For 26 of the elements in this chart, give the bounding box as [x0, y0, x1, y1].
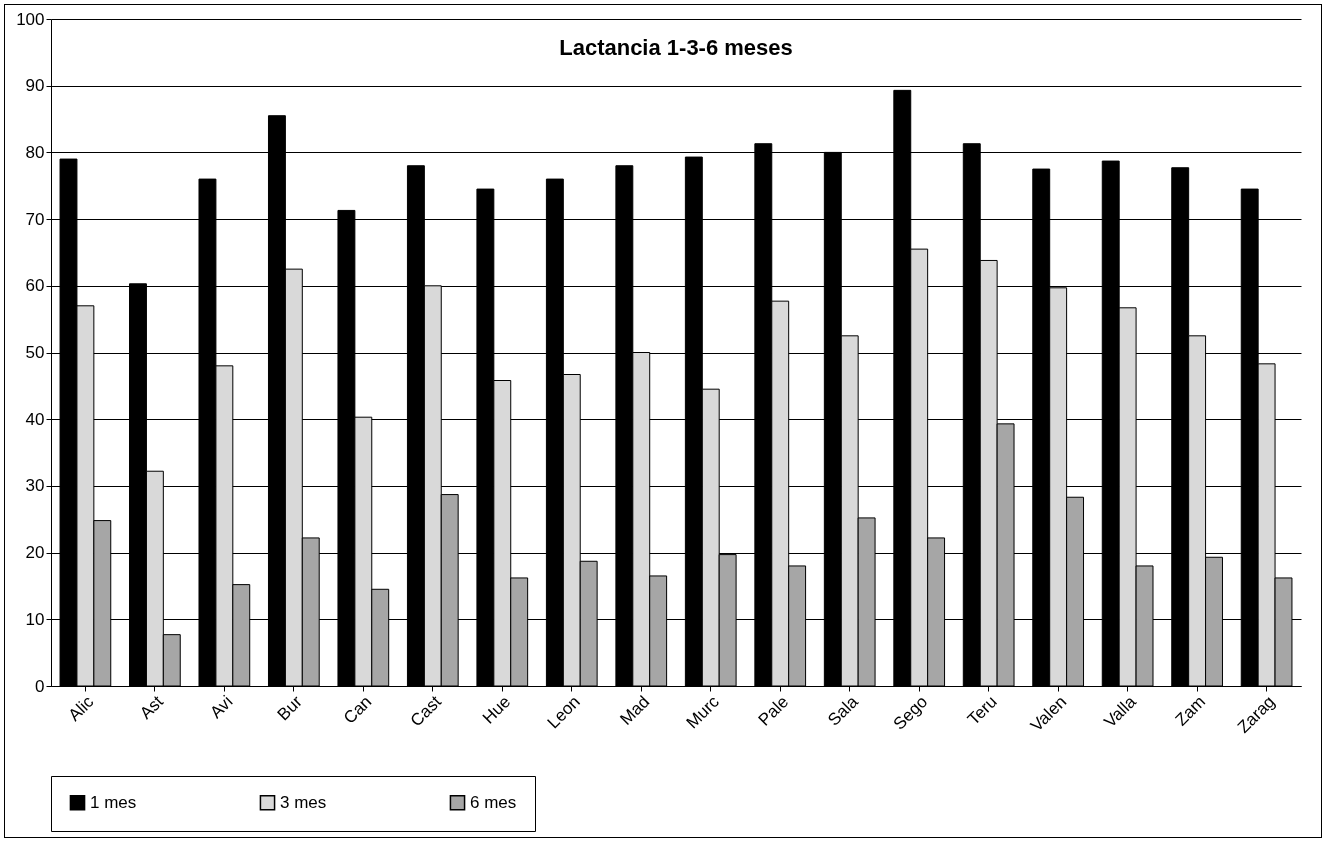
- y-tick-label: 40: [25, 409, 45, 429]
- x-tick-label: Valla: [1100, 691, 1141, 732]
- x-tick-label: Bur: [273, 691, 307, 725]
- legend-label: 6 mes: [470, 792, 517, 812]
- x-tick-label: Hue: [478, 692, 515, 728]
- y-tick-label: 90: [25, 76, 45, 96]
- x-tick-label: Zam: [1171, 692, 1210, 730]
- y-tick-label: 30: [25, 476, 45, 496]
- y-tick-label: 70: [25, 209, 45, 229]
- x-tick-label: Pale: [754, 692, 793, 730]
- y-tick-label: 60: [25, 276, 45, 296]
- legend-label: 1 mes: [90, 792, 137, 812]
- y-tick-label: 80: [25, 142, 45, 162]
- y-tick-label: 100: [16, 9, 45, 29]
- legend-label: 3 mes: [280, 792, 327, 812]
- x-tick-label: Avi: [206, 692, 237, 723]
- y-tick-label: 10: [25, 609, 45, 629]
- x-tick-label: Ast: [136, 691, 168, 723]
- y-tick-label: 50: [25, 343, 45, 362]
- x-tick-label: Can: [339, 692, 376, 728]
- x-tick-label: Sala: [824, 691, 863, 730]
- x-tick-label: Alic: [64, 691, 98, 725]
- text: Lactancia 1-3-6 meses: [559, 35, 793, 60]
- y-tick-label: 0: [35, 676, 45, 696]
- y-tick-label: 20: [25, 543, 45, 563]
- x-tick-label: Teru: [963, 692, 1001, 729]
